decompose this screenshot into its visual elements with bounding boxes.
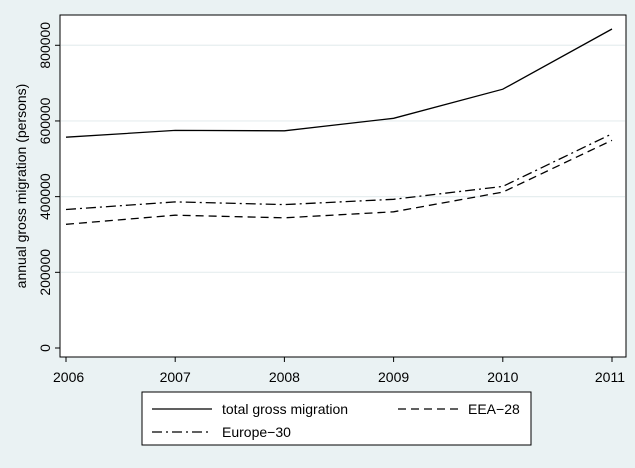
legend-label-0: total gross migration (222, 401, 348, 417)
x-tick-label: 2008 (269, 369, 300, 385)
x-axis: 2006 2007 2008 2009 2010 2011 (53, 357, 625, 385)
y-tick-label: 400000 (37, 173, 53, 220)
legend: total gross migration EEA−28 Europe−30 (141, 391, 532, 446)
x-tick-label: 2009 (378, 369, 409, 385)
y-tick-label: 600000 (37, 97, 53, 144)
legend-box (141, 391, 532, 446)
y-axis-title: annual gross migration (persons) (13, 84, 29, 289)
x-tick-label: 2010 (487, 369, 518, 385)
y-axis: 0 200000 400000 600000 800000 (37, 22, 60, 352)
legend-label-2: Europe−30 (222, 424, 291, 440)
legend-label-1: EEA−28 (468, 401, 520, 417)
gridlines (61, 44, 625, 273)
x-tick-label: 2011 (595, 369, 625, 385)
series-line-0 (65, 28, 613, 138)
series-line-1 (65, 139, 613, 225)
y-tick-label: 0 (37, 344, 53, 352)
x-tick-label: 2007 (160, 369, 191, 385)
series-lines (65, 28, 613, 225)
plot-area (59, 14, 627, 358)
x-tick-label: 2006 (53, 369, 84, 385)
y-tick-label: 800000 (37, 22, 53, 69)
y-tick-label: 200000 (37, 249, 53, 296)
